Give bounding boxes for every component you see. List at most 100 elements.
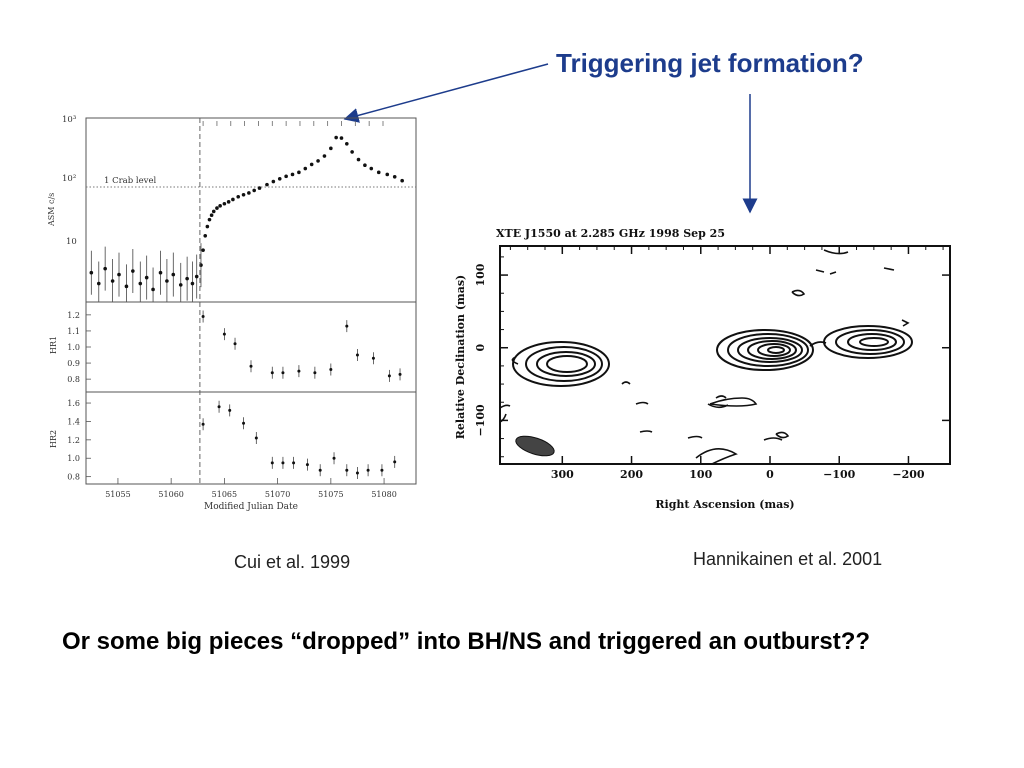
asm-point bbox=[322, 154, 327, 158]
asm-point bbox=[96, 281, 101, 286]
asm-point bbox=[247, 191, 251, 195]
asm-ytick-100: 10² bbox=[62, 174, 76, 184]
asm-point bbox=[231, 197, 235, 202]
radio-xlabel: Right Ascension (mas) bbox=[655, 498, 794, 511]
asm-point bbox=[117, 272, 121, 277]
asm-point bbox=[271, 179, 276, 184]
xtick-label: 51060 bbox=[158, 490, 183, 499]
asm-point bbox=[257, 186, 262, 190]
asm-point bbox=[194, 274, 199, 279]
asm-point bbox=[178, 283, 183, 287]
asm-point bbox=[171, 272, 176, 277]
lightcurve-xlabel: Modified Julian Date bbox=[204, 502, 298, 512]
hr1-ylabel: HR1 bbox=[49, 336, 58, 354]
data-point bbox=[201, 422, 205, 426]
xtick-label: 51065 bbox=[212, 490, 237, 499]
radio-ylabel: Relative Declination (mas) bbox=[454, 275, 467, 439]
data-point bbox=[281, 371, 285, 375]
hr2-panel-frame bbox=[85, 391, 417, 485]
asm-point bbox=[185, 276, 189, 281]
radio-xtick-label: 300 bbox=[551, 468, 574, 481]
radio-map-frame bbox=[499, 245, 951, 465]
data-point bbox=[242, 421, 246, 425]
lightcurve-figure: 1 Crab level ASM c/s 10 10² 10³ HR1 0.8 0… bbox=[47, 115, 417, 512]
asm-point bbox=[144, 275, 149, 280]
asm-point bbox=[207, 217, 212, 222]
contour-fragments bbox=[499, 249, 910, 465]
bottom-question: Or some big pieces “dropped” into BH/NS … bbox=[62, 628, 871, 655]
asm-point bbox=[284, 174, 288, 179]
asm-point bbox=[252, 188, 256, 193]
ytick-label: 1.1 bbox=[67, 327, 80, 336]
ytick-label: 1.4 bbox=[67, 417, 80, 426]
asm-point bbox=[329, 146, 333, 151]
ytick-label: 1.6 bbox=[67, 399, 80, 408]
data-point bbox=[281, 461, 285, 465]
radio-map-title: XTE J1550 at 2.285 GHz 1998 Sep 25 bbox=[496, 227, 725, 240]
asm-point bbox=[211, 209, 216, 214]
ytick-label: 0.8 bbox=[67, 375, 80, 384]
data-point bbox=[305, 463, 309, 467]
contour-component-core bbox=[716, 329, 814, 371]
asm-point bbox=[369, 166, 374, 171]
asm-point bbox=[218, 204, 222, 208]
asm-point bbox=[131, 269, 135, 273]
radio-xtick-label: −100 bbox=[823, 468, 856, 481]
asm-point bbox=[356, 157, 361, 162]
asm-point bbox=[316, 159, 320, 163]
asm-point bbox=[209, 213, 214, 218]
ytick-label: 0.8 bbox=[67, 473, 80, 482]
data-point bbox=[318, 468, 322, 472]
asm-point bbox=[303, 166, 308, 171]
asm-panel-frame bbox=[85, 117, 417, 303]
asm-point bbox=[297, 170, 301, 175]
radio-ytick-label: 100 bbox=[474, 263, 487, 286]
asm-point bbox=[110, 279, 115, 283]
data-point bbox=[371, 356, 375, 360]
asm-point bbox=[350, 150, 354, 154]
data-point bbox=[345, 324, 349, 328]
data-point bbox=[270, 371, 274, 375]
beam-ellipse bbox=[515, 435, 555, 457]
asm-panel: 1 Crab level ASM c/s 10 10² 10³ bbox=[47, 115, 417, 303]
credit-left: Cui et al. 1999 bbox=[234, 552, 351, 572]
asm-point bbox=[385, 172, 390, 177]
asm-point bbox=[236, 194, 241, 199]
radio-ytick-label: −100 bbox=[474, 404, 487, 437]
asm-point bbox=[201, 248, 205, 252]
data-point bbox=[228, 408, 232, 412]
data-point bbox=[355, 471, 359, 475]
asm-point bbox=[290, 172, 295, 177]
data-point bbox=[292, 461, 296, 465]
asm-ytick-1000: 10³ bbox=[62, 115, 76, 125]
asm-point bbox=[339, 136, 344, 140]
data-point bbox=[355, 353, 359, 357]
asm-point bbox=[151, 287, 155, 292]
radio-ytick-label: 0 bbox=[474, 344, 487, 352]
asm-point bbox=[334, 135, 338, 140]
contour-component-east bbox=[809, 325, 913, 359]
data-point bbox=[201, 314, 205, 318]
data-point bbox=[313, 371, 317, 375]
credit-right: Hannikainen et al. 2001 bbox=[693, 549, 883, 569]
asm-point bbox=[392, 174, 397, 179]
asm-ylabel: ASM c/s bbox=[47, 193, 56, 227]
data-point bbox=[270, 461, 274, 465]
contour-component-west bbox=[511, 341, 610, 387]
data-point bbox=[249, 364, 253, 368]
radio-xtick-label: 200 bbox=[620, 468, 643, 481]
asm-point bbox=[222, 201, 227, 206]
trigger-title: Triggering jet formation? bbox=[556, 48, 864, 78]
asm-ytick-10: 10 bbox=[66, 237, 77, 247]
data-point bbox=[222, 332, 226, 336]
asm-point bbox=[158, 270, 163, 275]
arrow-to-lightcurve-peak bbox=[343, 63, 549, 123]
ytick-label: 0.9 bbox=[67, 359, 80, 368]
data-point bbox=[398, 372, 402, 376]
xtick-label: 51055 bbox=[105, 490, 130, 499]
asm-point bbox=[376, 170, 381, 175]
data-point bbox=[387, 374, 391, 378]
asm-point bbox=[309, 162, 314, 167]
radio-xtick-label: 0 bbox=[766, 468, 774, 481]
